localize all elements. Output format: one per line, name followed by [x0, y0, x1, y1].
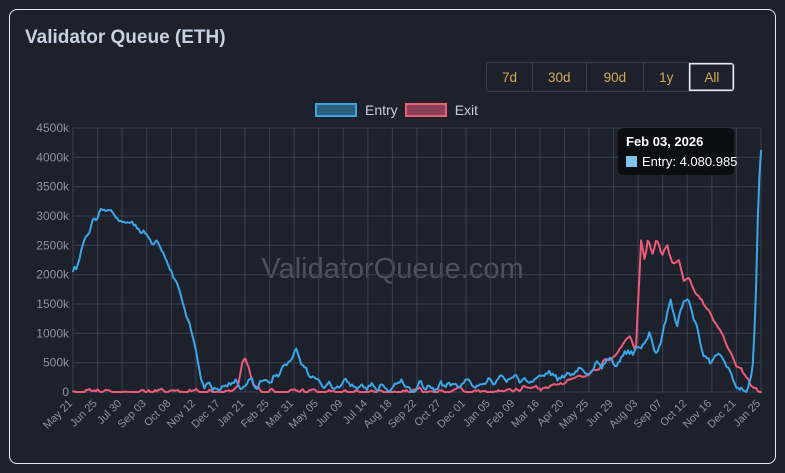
svg-text:2500k: 2500k [36, 238, 70, 252]
svg-text:Jan 25: Jan 25 [731, 398, 763, 430]
svg-text:2000k: 2000k [36, 268, 70, 282]
svg-text:1500k: 1500k [36, 297, 70, 311]
svg-text:4500k: 4500k [36, 121, 70, 135]
svg-text:500k: 500k [43, 356, 70, 370]
svg-text:May 21: May 21 [41, 398, 75, 432]
svg-text:1000k: 1000k [36, 326, 70, 340]
svg-text:Mar 16: Mar 16 [509, 398, 542, 431]
svg-text:Jun 09: Jun 09 [314, 398, 346, 430]
svg-text:3500k: 3500k [36, 180, 70, 194]
svg-text:4000k: 4000k [36, 150, 70, 164]
svg-text:Jun 25: Jun 25 [68, 398, 100, 430]
svg-text:0: 0 [62, 385, 69, 399]
svg-text:3000k: 3000k [36, 209, 70, 223]
